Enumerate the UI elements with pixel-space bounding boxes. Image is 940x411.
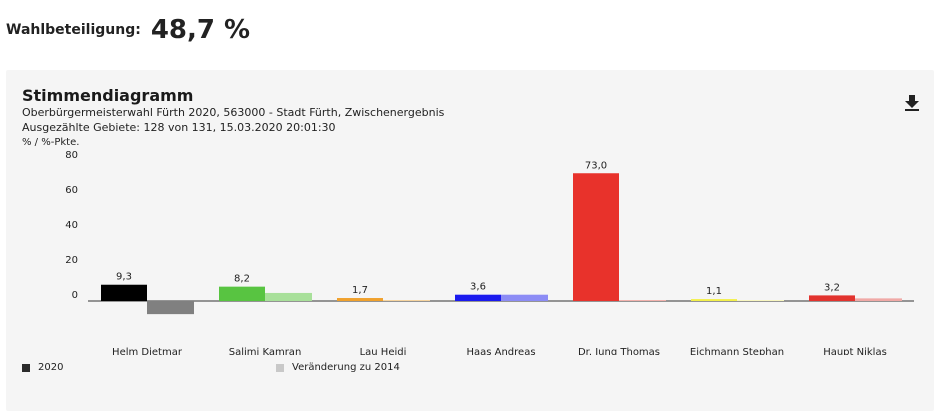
- bar-change-2014: [619, 300, 666, 301]
- turnout-value: 48,7 %: [150, 15, 251, 45]
- bar-value-label: 3,2: [824, 282, 840, 293]
- bar-2020: [337, 298, 383, 301]
- download-button[interactable]: [902, 92, 922, 112]
- bar-value-label: 3,6: [470, 282, 486, 293]
- bar-change-2014: [737, 300, 784, 301]
- category-label: Haupt Niklas: [823, 347, 887, 355]
- chart-subtitle: Oberbürgermeisterwahl Fürth 2020, 563000…: [22, 106, 445, 119]
- category-label: Salimi Kamran: [229, 347, 302, 355]
- bar-2020: [455, 294, 501, 301]
- bar-value-label: 8,2: [234, 274, 250, 285]
- bar-change-2014: [265, 292, 312, 301]
- bar-change-2014: [855, 298, 902, 301]
- bar-change-2014: [501, 294, 548, 301]
- y-tick-label: 60: [65, 185, 78, 196]
- bar-value-label: 1,1: [706, 286, 722, 297]
- bar-2020: [691, 299, 737, 301]
- bar-2020: [809, 295, 855, 301]
- bar-value-label: 9,3: [116, 272, 132, 283]
- chart-title: Stimmendiagramm: [22, 86, 194, 105]
- download-icon: [905, 95, 919, 111]
- y-tick-label: 80: [65, 150, 78, 161]
- y-tick-label: 0: [72, 290, 78, 301]
- category-label: Helm Dietmar: [112, 347, 183, 355]
- bar-chart: 0 20 40 60 80 9,3 Helm Dietmar 8,2 Salimi Kamran…: [65, 150, 914, 355]
- chart-count-info: Ausgezählte Gebiete: 128 von 131, 15.03.…: [22, 121, 336, 134]
- legend-swatch-change: [276, 363, 284, 372]
- category-label: Haas Andreas: [466, 347, 535, 355]
- legend-item-current: 2020: [22, 362, 63, 373]
- legend-item-change: Veränderung zu 2014: [276, 362, 400, 373]
- legend-label-change: Veränderung zu 2014: [292, 362, 400, 373]
- bar-change-2014: [147, 301, 194, 315]
- bar-value-label: 1,7: [352, 285, 368, 296]
- bar-2020: [101, 284, 147, 301]
- category-label: Lau Heidi: [360, 347, 407, 355]
- turnout-label: Wahlbeteiligung:: [6, 22, 141, 38]
- bar-2020: [573, 173, 619, 301]
- bar-value-label: 73,0: [585, 160, 607, 171]
- bar-2020: [219, 286, 265, 301]
- legend-swatch-current: [22, 363, 30, 372]
- y-tick-label: 20: [65, 255, 78, 266]
- vote-chart-panel: Stimmendiagramm Oberbürgermeisterwahl Fü…: [6, 70, 934, 411]
- turnout-summary: Wahlbeteiligung: 48,7 %: [6, 8, 250, 52]
- category-label: Eichmann Stephan: [690, 347, 784, 355]
- bar-change-2014: [383, 300, 430, 301]
- y-tick-label: 40: [65, 220, 78, 231]
- legend-label-current: 2020: [38, 362, 64, 373]
- y-axis-unit: % / %-Pkte.: [22, 137, 80, 148]
- category-label: Dr. Jung Thomas: [578, 347, 660, 355]
